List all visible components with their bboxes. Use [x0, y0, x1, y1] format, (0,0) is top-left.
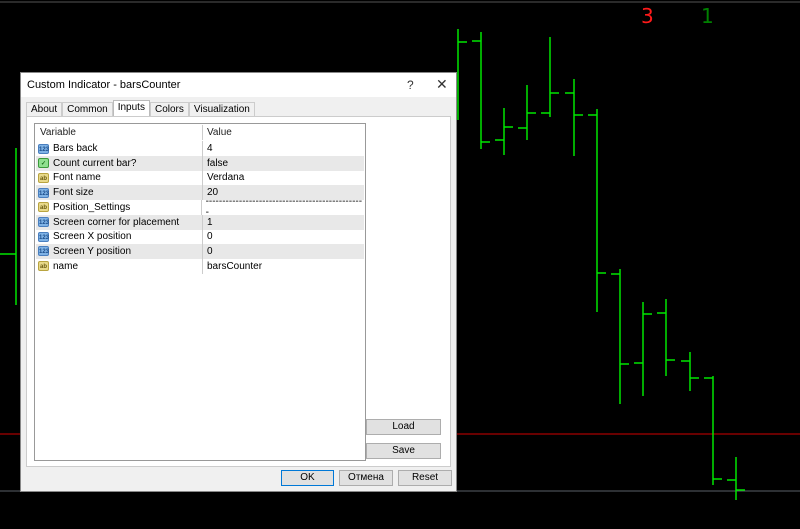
cancel-button[interactable]: Отмена [339, 470, 393, 486]
variable-name: Position_Settings [53, 201, 131, 213]
table-row[interactable]: ab Position_Settings ---------------------… [36, 196, 364, 218]
int-type-icon: 123 [38, 231, 49, 242]
column-header-value[interactable]: Value [207, 127, 232, 138]
ohlc-bar [657, 299, 675, 376]
str-type-icon: ab [38, 172, 49, 183]
tab-about[interactable]: About [26, 102, 63, 117]
variable-cell: 123 Font size [36, 185, 203, 201]
value-cell[interactable]: ----------------------------------------… [205, 196, 363, 219]
table-row[interactable]: 123 Screen corner for placement 1 [36, 214, 364, 230]
variable-cell: ab Font name [36, 170, 203, 186]
ohlc-bar [472, 32, 490, 149]
ok-button[interactable]: OK [281, 470, 334, 486]
ohlc-bar [588, 109, 606, 312]
str-type-icon: ab [38, 261, 49, 272]
variable-name: name [53, 260, 79, 272]
title-bar[interactable]: Custom Indicator - barsCounter ? ✕ [21, 73, 456, 97]
ohlc-bar [634, 302, 652, 396]
tab-colors[interactable]: Colors [149, 102, 189, 117]
value-cell[interactable]: 0 [207, 231, 213, 243]
int-type-icon: 123 [38, 217, 49, 227]
tab-common[interactable]: Common [62, 102, 113, 117]
bool-type-icon: ✓ [38, 158, 49, 169]
str-type-icon: ab [38, 202, 49, 213]
close-button[interactable]: ✕ [436, 76, 448, 92]
help-button[interactable]: ? [407, 78, 414, 92]
ohlc-bar [457, 29, 467, 120]
table-row[interactable]: 123 Screen X position 0 [36, 229, 364, 245]
int-type-icon: 123 [38, 143, 49, 154]
counter-label-red: 3 [641, 4, 654, 28]
tab-bar: About Common Inputs Colors Visualization [26, 100, 255, 117]
ohlc-bar [0, 148, 17, 305]
value-cell[interactable]: 0 [207, 245, 213, 257]
variable-cell: ab Position_Settings [36, 199, 202, 215]
reset-button[interactable]: Reset [398, 470, 452, 486]
variable-name: Screen corner for placement [53, 216, 180, 228]
variable-name: Screen Y position [53, 245, 132, 257]
column-header-variable[interactable]: Variable [36, 125, 203, 140]
ohlc-bar [727, 457, 745, 500]
value-cell[interactable]: Verdana [207, 172, 245, 184]
load-button[interactable]: Load [366, 419, 441, 435]
variable-name: Font size [53, 187, 94, 199]
ohlc-bar [611, 269, 629, 404]
table-header: Variable Value [36, 125, 364, 140]
variable-name: Font name [53, 172, 101, 184]
int-type-icon: 123 [38, 187, 49, 198]
value-cell[interactable]: barsCounter [207, 260, 263, 272]
ohlc-bar [518, 85, 536, 140]
variable-name: Count current bar? [53, 157, 137, 169]
variable-cell: ✓ Count current bar? [36, 155, 203, 171]
dialog-title: Custom Indicator - barsCounter [27, 79, 181, 91]
table-row[interactable]: ab name barsCounter [36, 258, 364, 274]
value-cell[interactable]: 1 [207, 216, 213, 228]
ohlc-bar [565, 79, 583, 156]
table-row[interactable]: ab Font name Verdana [36, 170, 364, 186]
tab-visualization[interactable]: Visualization [188, 102, 255, 117]
custom-indicator-dialog: Custom Indicator - barsCounter ? ✕ About… [20, 72, 457, 492]
value-cell[interactable]: false [207, 157, 229, 169]
variable-cell: ab name [36, 258, 203, 274]
ohlc-bar [681, 352, 699, 391]
value-cell[interactable]: 4 [207, 143, 213, 154]
table-row[interactable]: 123 Screen Y position 0 [36, 243, 364, 259]
variable-cell: 123 Screen Y position [36, 243, 203, 259]
ohlc-bar [495, 108, 513, 155]
variable-name: Screen X position [53, 231, 132, 243]
save-button[interactable]: Save [366, 443, 441, 459]
variable-cell: 123 Screen corner for placement [36, 214, 203, 230]
counter-label-green: 1 [701, 4, 714, 28]
value-cell[interactable]: 20 [207, 187, 219, 199]
table-row[interactable]: 123 Bars back 4 [36, 141, 364, 156]
table-row[interactable]: 123 Font size 20 [36, 185, 364, 201]
ohlc-bar [541, 37, 559, 117]
variable-cell: 123 Bars back [36, 141, 203, 156]
variable-cell: 123 Screen X position [36, 229, 203, 245]
variable-name: Bars back [53, 143, 98, 154]
table-row[interactable]: ✓ Count current bar? false [36, 155, 364, 171]
tab-inputs[interactable]: Inputs [112, 100, 150, 117]
inputs-table[interactable]: Variable Value 123 Bars back 4 ✓ Count curre… [34, 123, 366, 461]
int-type-icon: 123 [38, 246, 49, 257]
inputs-panel: Variable Value 123 Bars back 4 ✓ Count curre… [26, 116, 451, 467]
ohlc-bar [704, 376, 722, 485]
